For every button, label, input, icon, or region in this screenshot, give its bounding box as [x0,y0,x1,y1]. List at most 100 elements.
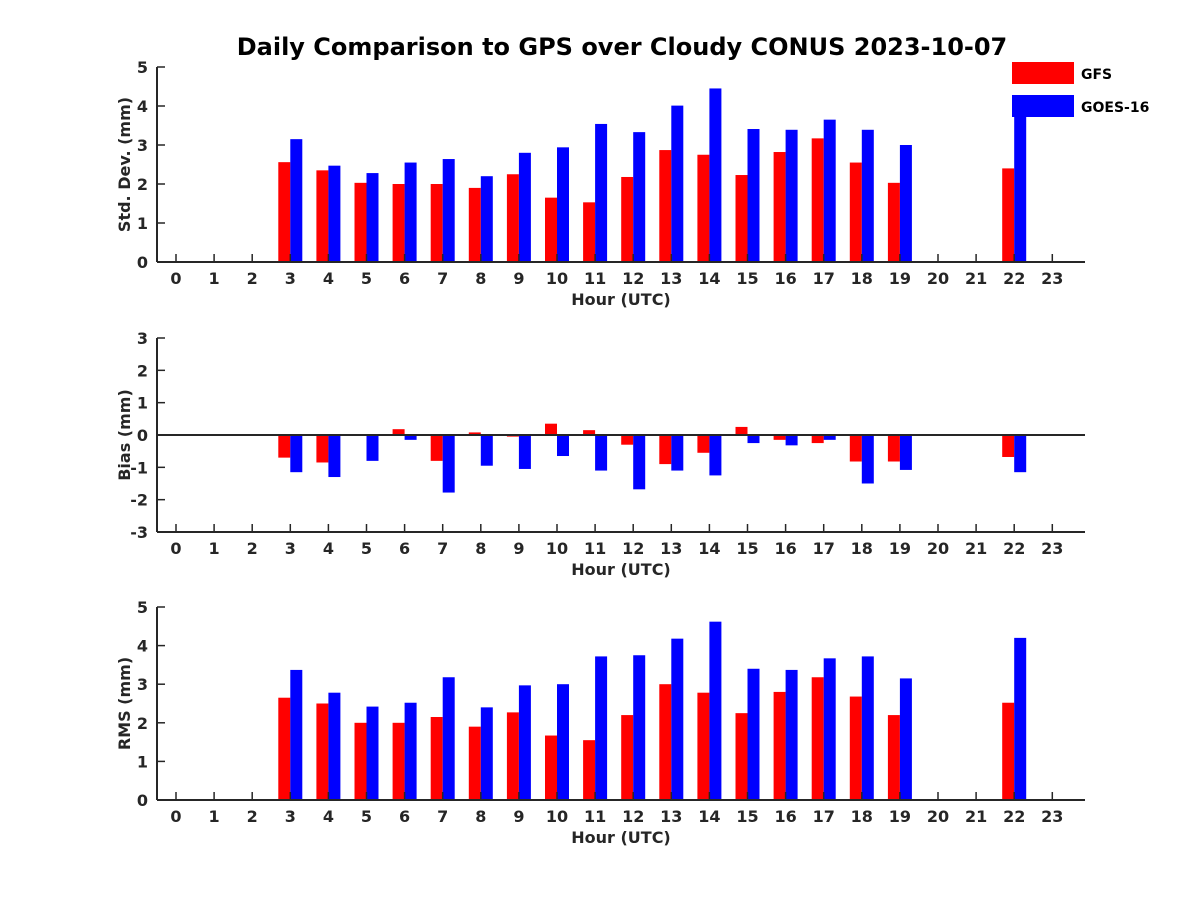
x-tick-label: 12 [622,807,644,826]
gfs-bar-hour-10 [545,197,557,262]
goes16-bar-hour-3 [290,435,303,473]
goes16-bar-hour-19 [899,145,912,262]
figure-title: Daily Comparison to GPS over Cloudy CONU… [237,33,1008,61]
gfs-bar-hour-15 [735,713,748,800]
goes16-bar-hour-12 [633,655,646,800]
goes16-bar-hour-19 [899,435,912,470]
x-tick-label: 5 [361,807,372,826]
goes16-bar-hour-11 [595,435,608,471]
gfs-bar-hour-4 [316,703,329,800]
gfs-bar-hour-12 [621,176,634,262]
gfs-bar-hour-3 [278,435,291,458]
x-tick-label: 1 [209,539,220,558]
x-tick-label: 16 [774,269,796,288]
goes16-bar-hour-7 [442,435,455,493]
gfs-bar-hour-18 [849,435,862,462]
x-tick-label: 6 [399,269,410,288]
gfs-bar-hour-16 [773,152,786,262]
x-tick-label: 11 [584,539,606,558]
gfs-bar-hour-12 [621,715,634,800]
x-tick-label: 3 [285,807,296,826]
x-tick-label: 20 [927,269,949,288]
y-tick-label: 0 [137,426,148,445]
gfs-bar-hour-13 [659,684,672,800]
gfs-bar-hour-3 [278,162,291,262]
x-tick-label: 7 [437,807,448,826]
goes16-bar-hour-5 [366,435,379,461]
y-tick-label: 1 [137,394,148,413]
x-tick-label: 4 [323,807,334,826]
x-tick-label: 23 [1041,807,1063,826]
x-tick-label: 12 [622,539,644,558]
goes16-bar-hour-22 [1014,435,1027,473]
x-tick-label: 13 [660,539,682,558]
y-axis-label: Bias (mm) [115,389,134,481]
goes16-bar-hour-6 [404,435,417,440]
x-tick-label: 9 [513,539,524,558]
x-tick-label: 22 [1003,539,1025,558]
gfs-bar-hour-22 [1002,702,1015,800]
goes16-bar-hour-14 [709,88,722,262]
goes16-bar-hour-10 [557,684,569,800]
gfs-bar-hour-12 [621,435,634,445]
y-tick-label: 5 [137,598,148,617]
gfs-bar-hour-14 [697,435,710,453]
gfs-bar-hour-14 [697,154,710,262]
gfs-bar-hour-11 [583,430,596,435]
gfs-bar-hour-17 [811,138,824,262]
y-tick-label: 3 [137,136,148,155]
x-tick-label: 2 [247,269,258,288]
goes16-bar-hour-4 [328,435,341,478]
x-tick-label: 9 [513,269,524,288]
y-tick-label: 3 [137,675,148,694]
gfs-bar-hour-18 [849,162,862,262]
goes16-bar-hour-12 [633,435,646,490]
goes16-bar-hour-18 [861,435,874,484]
goes16-bar-hour-17 [823,435,836,440]
gfs-bar-hour-19 [887,435,900,462]
x-tick-label: 15 [736,539,758,558]
y-axis-label: Std. Dev. (mm) [115,97,134,232]
x-tick-label: 20 [927,807,949,826]
gfs-bar-hour-7 [430,717,443,800]
x-tick-label: 22 [1003,269,1025,288]
goes16-bar-hour-19 [899,678,912,800]
gfs-bar-hour-16 [773,691,786,800]
y-tick-label: 2 [137,714,148,733]
x-tick-label: 0 [170,807,181,826]
x-tick-label: 8 [475,539,486,558]
x-tick-label: 3 [285,539,296,558]
gfs-bar-hour-6 [392,722,405,800]
x-tick-label: 7 [437,269,448,288]
goes16-bar-hour-11 [595,656,608,800]
x-tick-label: 8 [475,269,486,288]
x-tick-label: 10 [546,807,568,826]
gfs-bar-hour-22 [1002,168,1015,262]
y-tick-label: -2 [130,491,148,510]
x-tick-label: 15 [736,807,758,826]
goes16-bar-hour-4 [328,692,341,800]
x-tick-label: 13 [660,269,682,288]
x-tick-label: 16 [774,539,796,558]
x-axis-label: Hour (UTC) [571,560,671,579]
gfs-bar-hour-6 [392,184,405,262]
x-tick-label: 13 [660,807,682,826]
goes16-bar-hour-7 [442,677,455,800]
x-tick-label: 4 [323,269,334,288]
gfs-bar-hour-5 [354,722,367,800]
x-tick-label: 17 [813,807,835,826]
y-tick-label: 4 [137,637,148,656]
gfs-bar-hour-17 [811,677,824,800]
gfs-bar-hour-13 [659,150,672,262]
goes16-bar-hour-8 [480,176,493,262]
x-tick-label: 16 [774,807,796,826]
gfs-bar-hour-5 [354,182,367,262]
gfs-bar-hour-9 [506,712,519,800]
goes16-bar-hour-8 [480,435,493,466]
x-tick-label: 9 [513,807,524,826]
x-tick-label: 4 [323,539,334,558]
